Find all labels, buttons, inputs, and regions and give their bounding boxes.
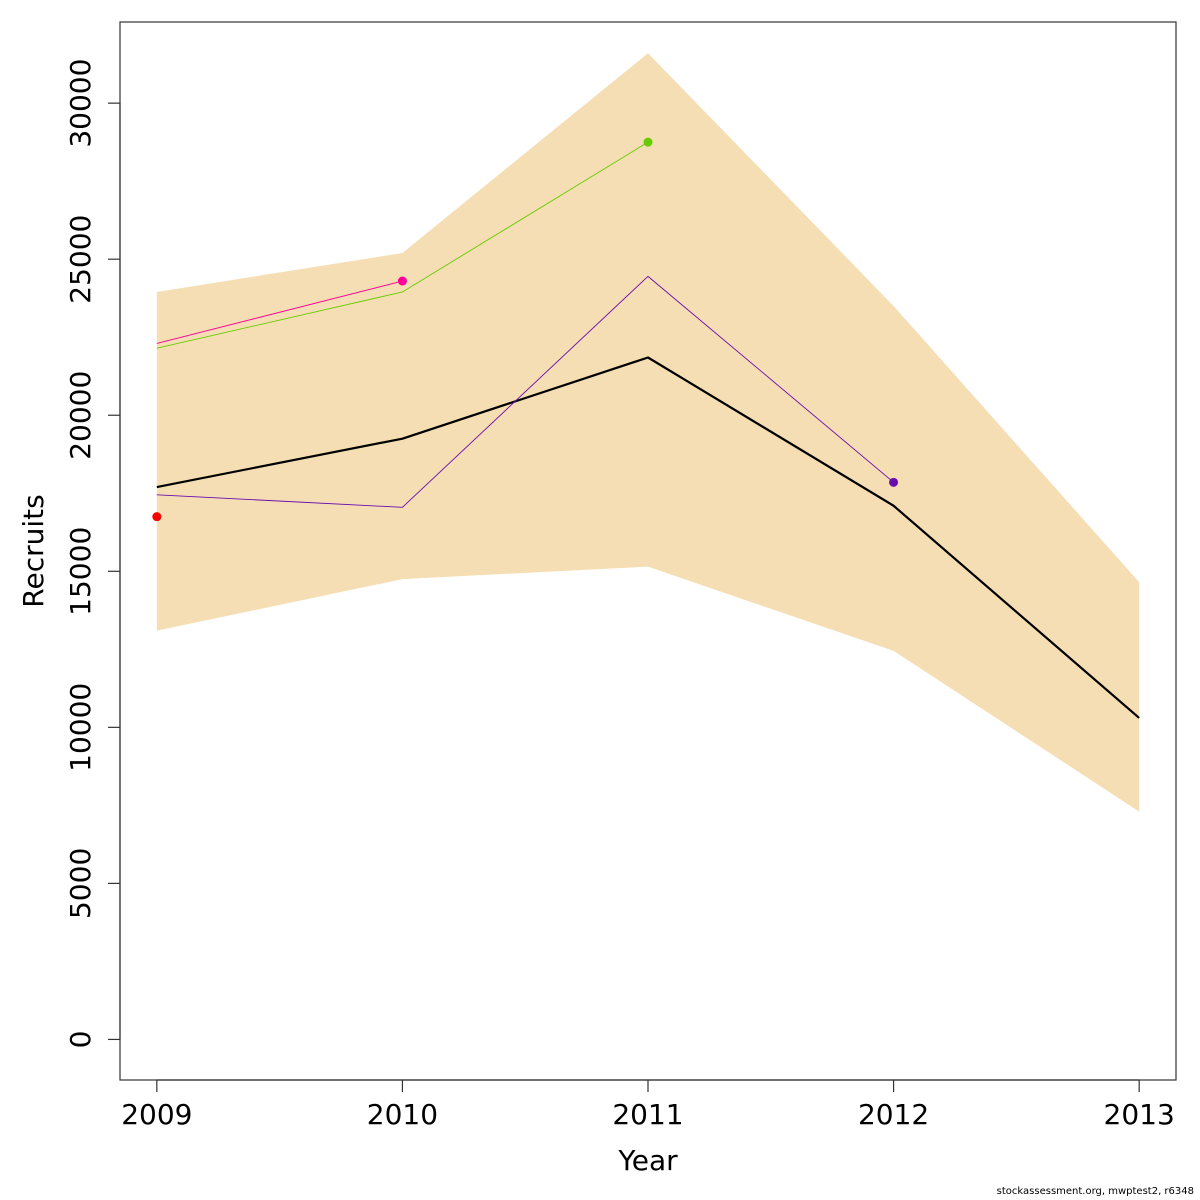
series-end-point-5	[152, 512, 162, 522]
y-tick-label: 5000	[64, 848, 97, 919]
y-tick-label: 15000	[64, 527, 97, 616]
series-line-3	[156, 141, 649, 349]
series-end-point-4	[397, 276, 407, 286]
x-axis-title: Year	[617, 1144, 678, 1177]
y-tick-label: 30000	[64, 59, 97, 148]
y-tick-label: 20000	[64, 371, 97, 460]
footer-credit: stockassessment.org, mwptest2, r6348	[996, 1186, 1194, 1197]
x-axis: 2009 2010 2011 2012 2013	[121, 1079, 1175, 1131]
confidence-band-layer	[156, 53, 1140, 812]
y-tick-label: 10000	[64, 683, 97, 772]
y-axis-title: Recruits	[17, 494, 50, 607]
y-tick-label: 0	[64, 1031, 97, 1049]
series-end-point-2	[889, 477, 899, 487]
y-axis: 0 5000 10000 15000 20000 25000 30000	[64, 59, 121, 1049]
x-tick-label: 2010	[367, 1098, 438, 1131]
series-line-1	[156, 356, 1140, 719]
x-tick-label: 2012	[858, 1098, 929, 1131]
y-tick-label: 25000	[64, 215, 97, 304]
x-tick-label: 2013	[1104, 1098, 1175, 1131]
series-end-point-3	[643, 137, 653, 147]
x-tick-label: 2009	[121, 1098, 192, 1131]
confidence-band	[156, 53, 1140, 812]
series-layer	[152, 137, 1140, 719]
series-line-2	[156, 275, 894, 508]
series-line-4	[156, 280, 403, 344]
x-tick-label: 2011	[612, 1098, 683, 1131]
